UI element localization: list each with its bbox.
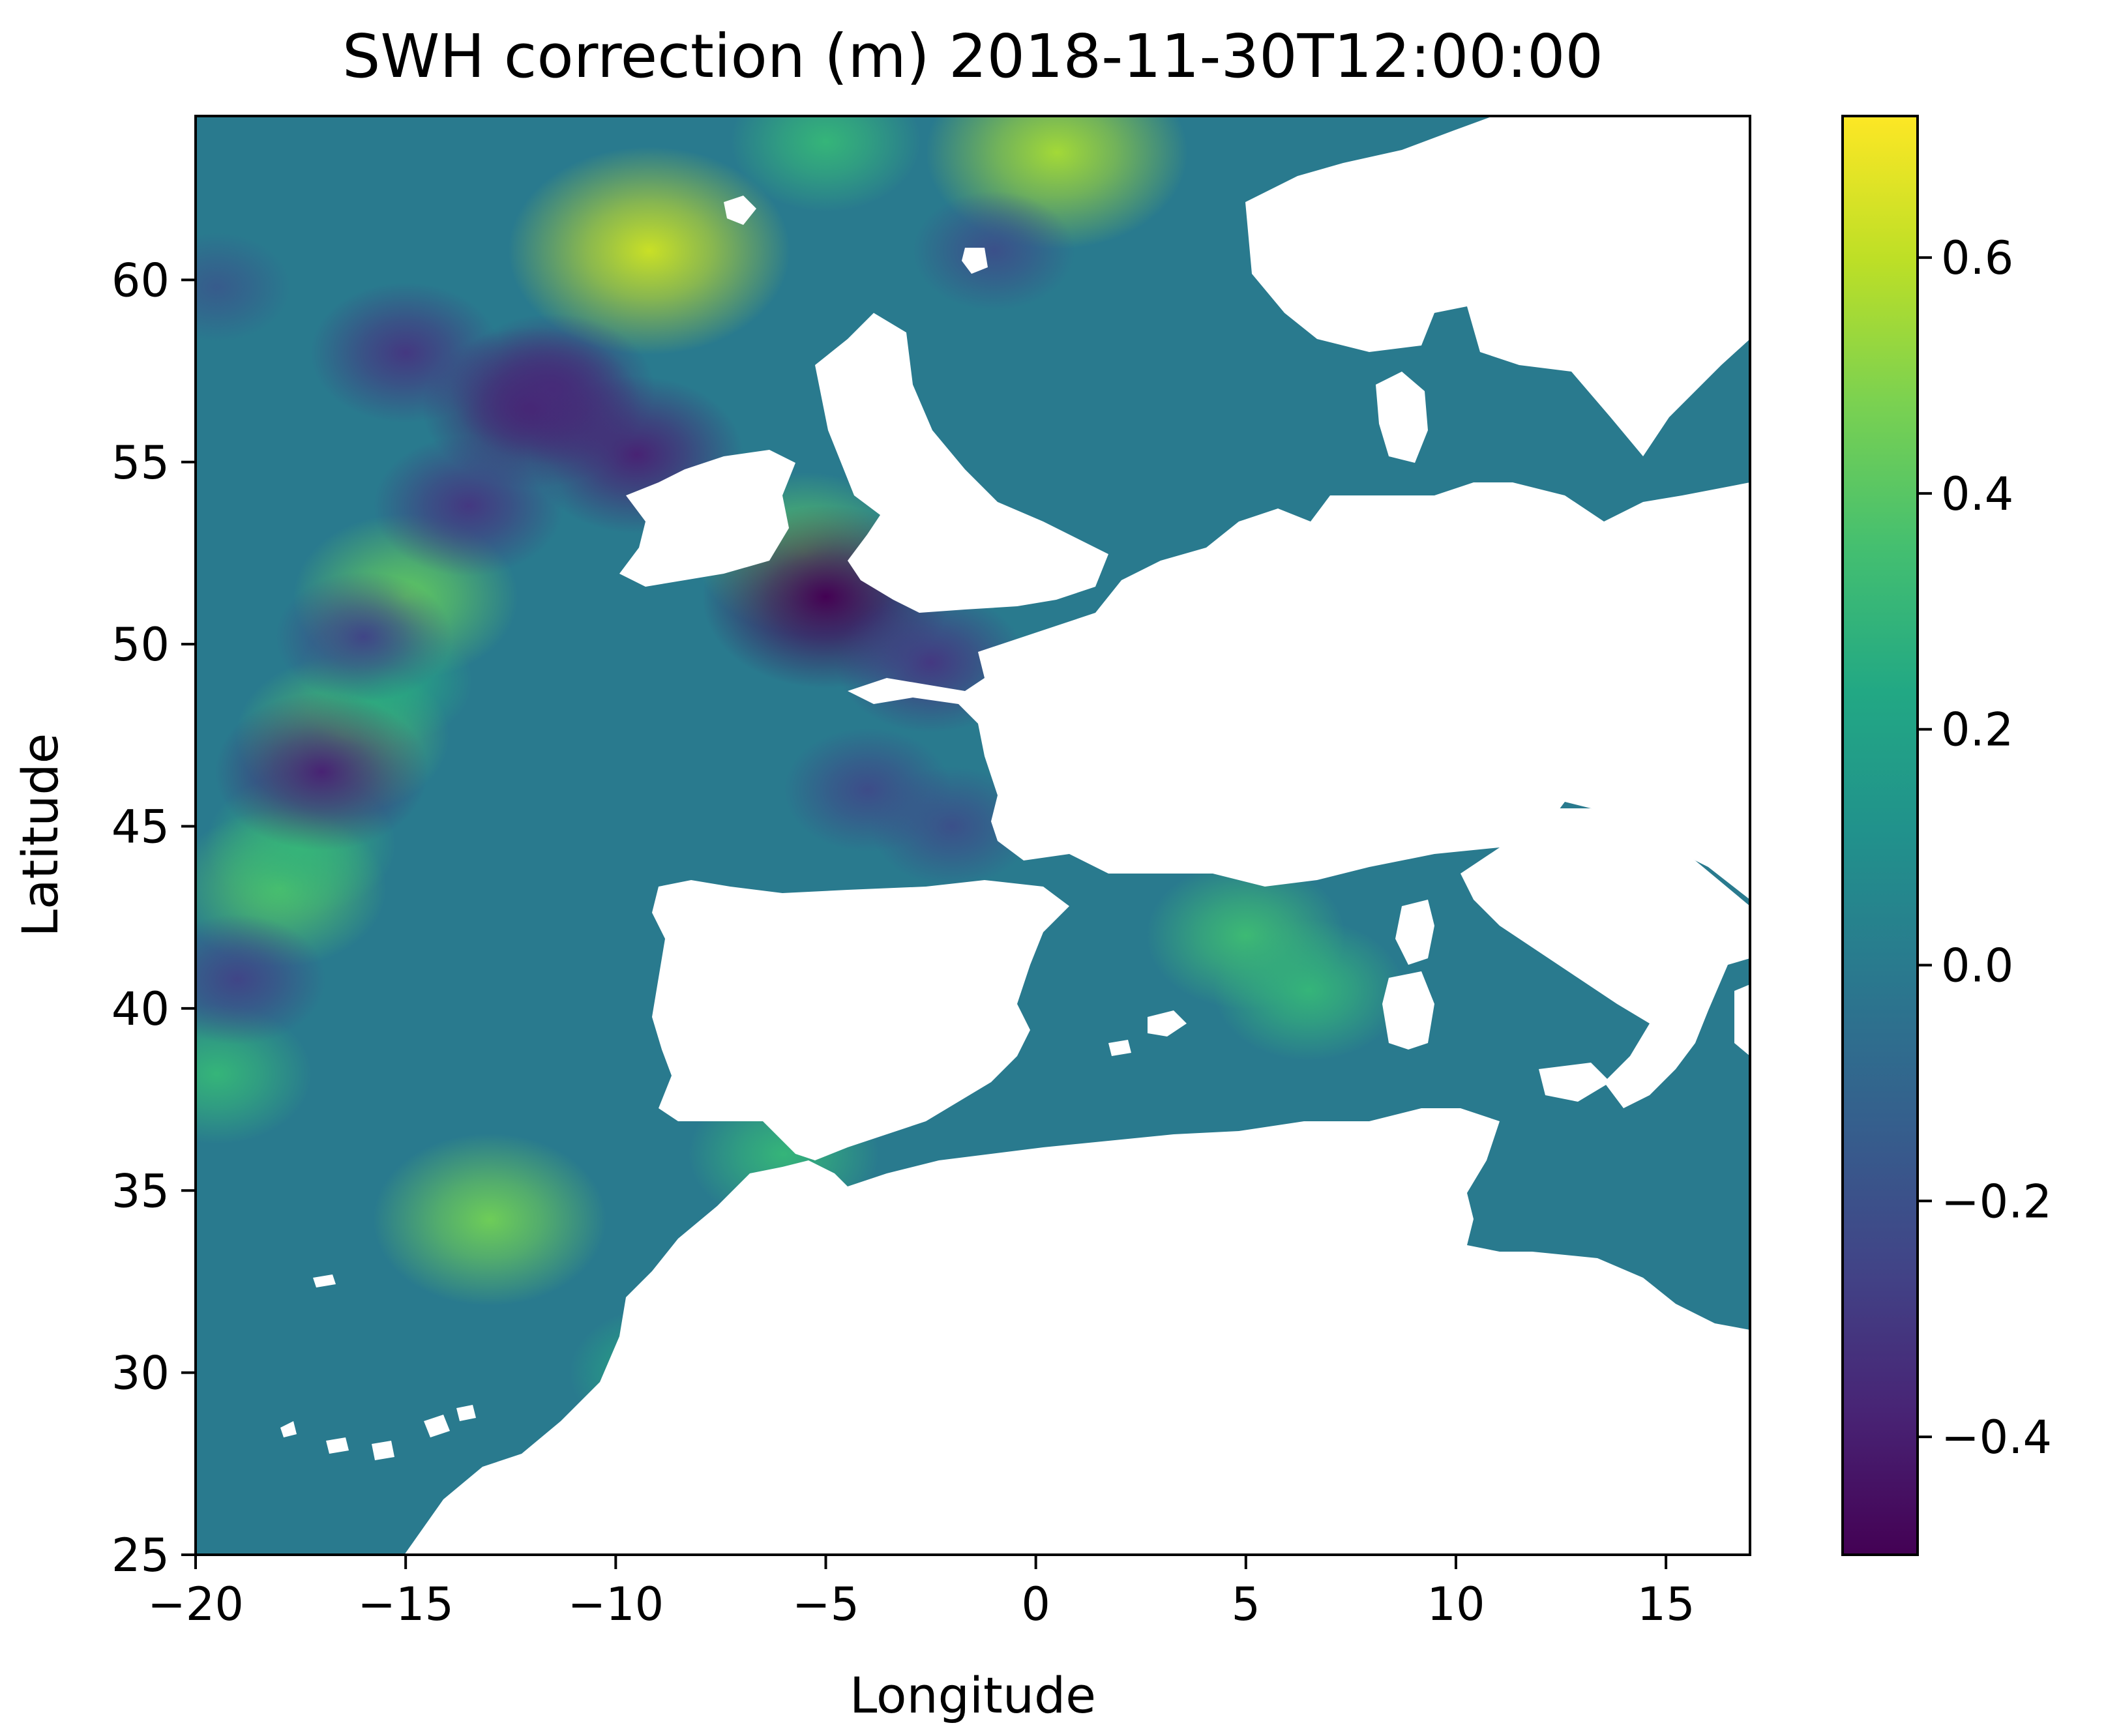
land-north-africa [404,1108,1750,1555]
field-hotspot [196,914,326,1045]
land-continent [848,482,1750,900]
y-tick-label: 60 [111,254,170,307]
x-tick-label: −20 [147,1578,244,1631]
field-hotspot [508,147,790,355]
y-axis-ticks: 25 30 35 40 45 50 55 60 [111,254,196,1582]
field-hotspot [196,232,291,342]
map-axes [196,116,1750,1555]
x-tick-label: 10 [1427,1578,1485,1631]
land-great-britain [815,313,1108,613]
x-tick-label: −5 [792,1578,859,1631]
x-axis-ticks: −20 −15 −10 −5 0 5 10 15 [147,1555,1695,1631]
field-hotspot [730,116,921,213]
field-hotspot [215,692,428,851]
field-hotspot [1213,920,1404,1061]
land-canary-islands [280,1405,476,1460]
land-sardinia [1382,971,1434,1050]
colorbar-tick-label: 0.6 [1941,231,2013,285]
field-hotspot [870,766,1033,887]
field-hotspot [373,1133,606,1306]
field-hotspot [310,282,501,424]
land-scandinavia [1245,116,1750,456]
land-mask [280,116,1750,1555]
y-tick-label: 30 [111,1347,170,1400]
land-balearics [1108,1010,1187,1056]
colorbar-tick-label: −0.2 [1941,1175,2052,1228]
land-corsica [1395,900,1434,965]
land-ireland [619,450,795,587]
y-tick-label: 50 [111,618,170,671]
y-tick-label: 45 [111,801,170,854]
land-faroes [962,248,988,274]
land-iberia [652,880,1069,1160]
field-hotspot [373,435,564,576]
land-denmark [1376,372,1428,463]
chart-title: SWH correction (m) 2018-11-30T12:00:00 [342,22,1603,91]
colorbar-tick-label: 0.0 [1941,939,2013,992]
field-hotspot [275,572,452,702]
land-italy [1461,808,1750,1108]
land-greece [1734,984,1750,1056]
x-tick-label: −15 [357,1578,454,1631]
land-shetland [724,196,756,225]
x-tick-label: 0 [1021,1578,1050,1631]
x-tick-label: −10 [567,1578,664,1631]
colorbar-ticks: −0.4 −0.2 0.0 0.2 0.4 0.6 [1918,231,2052,1464]
land-madeira [313,1274,336,1287]
y-axis-label: Latitude [11,733,69,937]
y-tick-label: 40 [111,982,170,1036]
x-tick-label: 5 [1232,1578,1261,1631]
field-hotspot [913,190,1075,311]
land-sicily [1539,1063,1610,1102]
colorbar-tick-label: 0.2 [1941,703,2013,757]
colorbar-tick-label: −0.4 [1941,1411,2052,1464]
x-axis-label: Longitude [850,1666,1096,1724]
x-tick-label: 15 [1637,1578,1695,1631]
axes-frame [194,115,1751,1556]
y-tick-label: 55 [111,436,170,490]
y-tick-label: 25 [111,1529,170,1582]
y-tick-label: 35 [111,1164,170,1218]
colorbar-tick-label: 0.4 [1941,467,2013,521]
colorbar-gradient [1841,115,1919,1556]
colorbar: −0.4 −0.2 0.0 0.2 0.4 0.6 [1841,115,2052,1556]
